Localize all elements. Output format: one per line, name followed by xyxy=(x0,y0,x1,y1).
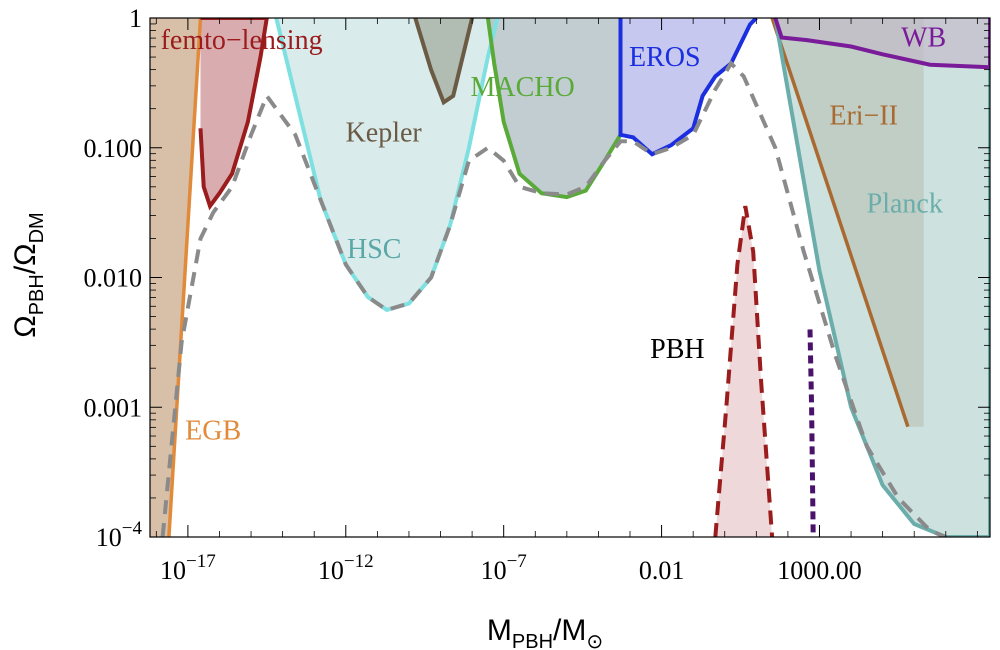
wb-label: WB xyxy=(901,23,946,54)
pbh-purple-line xyxy=(807,329,816,537)
kepler-region xyxy=(415,18,473,103)
eros-boundary-line xyxy=(618,18,758,157)
planck-boundary-line xyxy=(773,18,990,537)
y-tick-label: 10−4 xyxy=(96,518,143,552)
combined-bound-line xyxy=(160,60,947,537)
hsc-label: HSC xyxy=(347,234,401,265)
macho-label: MACHO xyxy=(471,72,575,103)
egb-region xyxy=(150,18,201,537)
femto-lensing-region xyxy=(200,18,267,207)
x-tick-label: 10−12 xyxy=(318,551,374,585)
y-tick-label: 0.010 xyxy=(84,264,143,293)
x-tick-label: 10−7 xyxy=(481,551,527,585)
femto-lensing-label: femto−lensing xyxy=(161,25,323,56)
x-tick-label: 1000.00 xyxy=(777,556,862,585)
femto-lensing-boundary-line xyxy=(198,18,269,211)
eri-ii-boundary-line xyxy=(770,18,910,428)
region-labels: femto−lensing Kepler HSC MACHO EROS Eri−II Pla… xyxy=(161,23,947,447)
axis-ticks: 10−17 10−12 10−7 0.01 1000.00 1 0.100 0.010 0.00… xyxy=(84,4,990,585)
y-tick-label: 1 xyxy=(129,4,142,33)
y-tick-label: 0.100 xyxy=(84,134,143,163)
constraint-regions xyxy=(150,18,990,537)
kepler-boundary-line xyxy=(413,18,475,106)
x-tick-label: 0.01 xyxy=(639,556,685,585)
constraint-boundaries xyxy=(160,18,990,537)
eros-region xyxy=(620,18,757,155)
planck-region xyxy=(775,18,990,537)
kepler-label: Kepler xyxy=(346,117,423,148)
egb-label: EGB xyxy=(185,416,241,447)
eri-ii-label: Eri−II xyxy=(829,100,898,131)
eros-label: EROS xyxy=(629,42,701,73)
y-tick-label: 0.001 xyxy=(84,393,143,422)
pbh-region xyxy=(715,206,773,537)
planck-label: Planck xyxy=(867,189,943,220)
pbh-label: PBH xyxy=(650,334,704,365)
wb-region xyxy=(775,18,990,68)
macho-region xyxy=(487,18,621,198)
egb-boundary-line xyxy=(167,18,203,537)
x-axis-title: MPBH/M⊙ xyxy=(487,614,603,650)
pbh-boundary-line xyxy=(713,205,775,537)
x-tick-label: 10−17 xyxy=(160,551,216,585)
y-axis-title: ΩPBH/ΩDM xyxy=(9,212,48,337)
wb-boundary-line xyxy=(773,18,990,70)
